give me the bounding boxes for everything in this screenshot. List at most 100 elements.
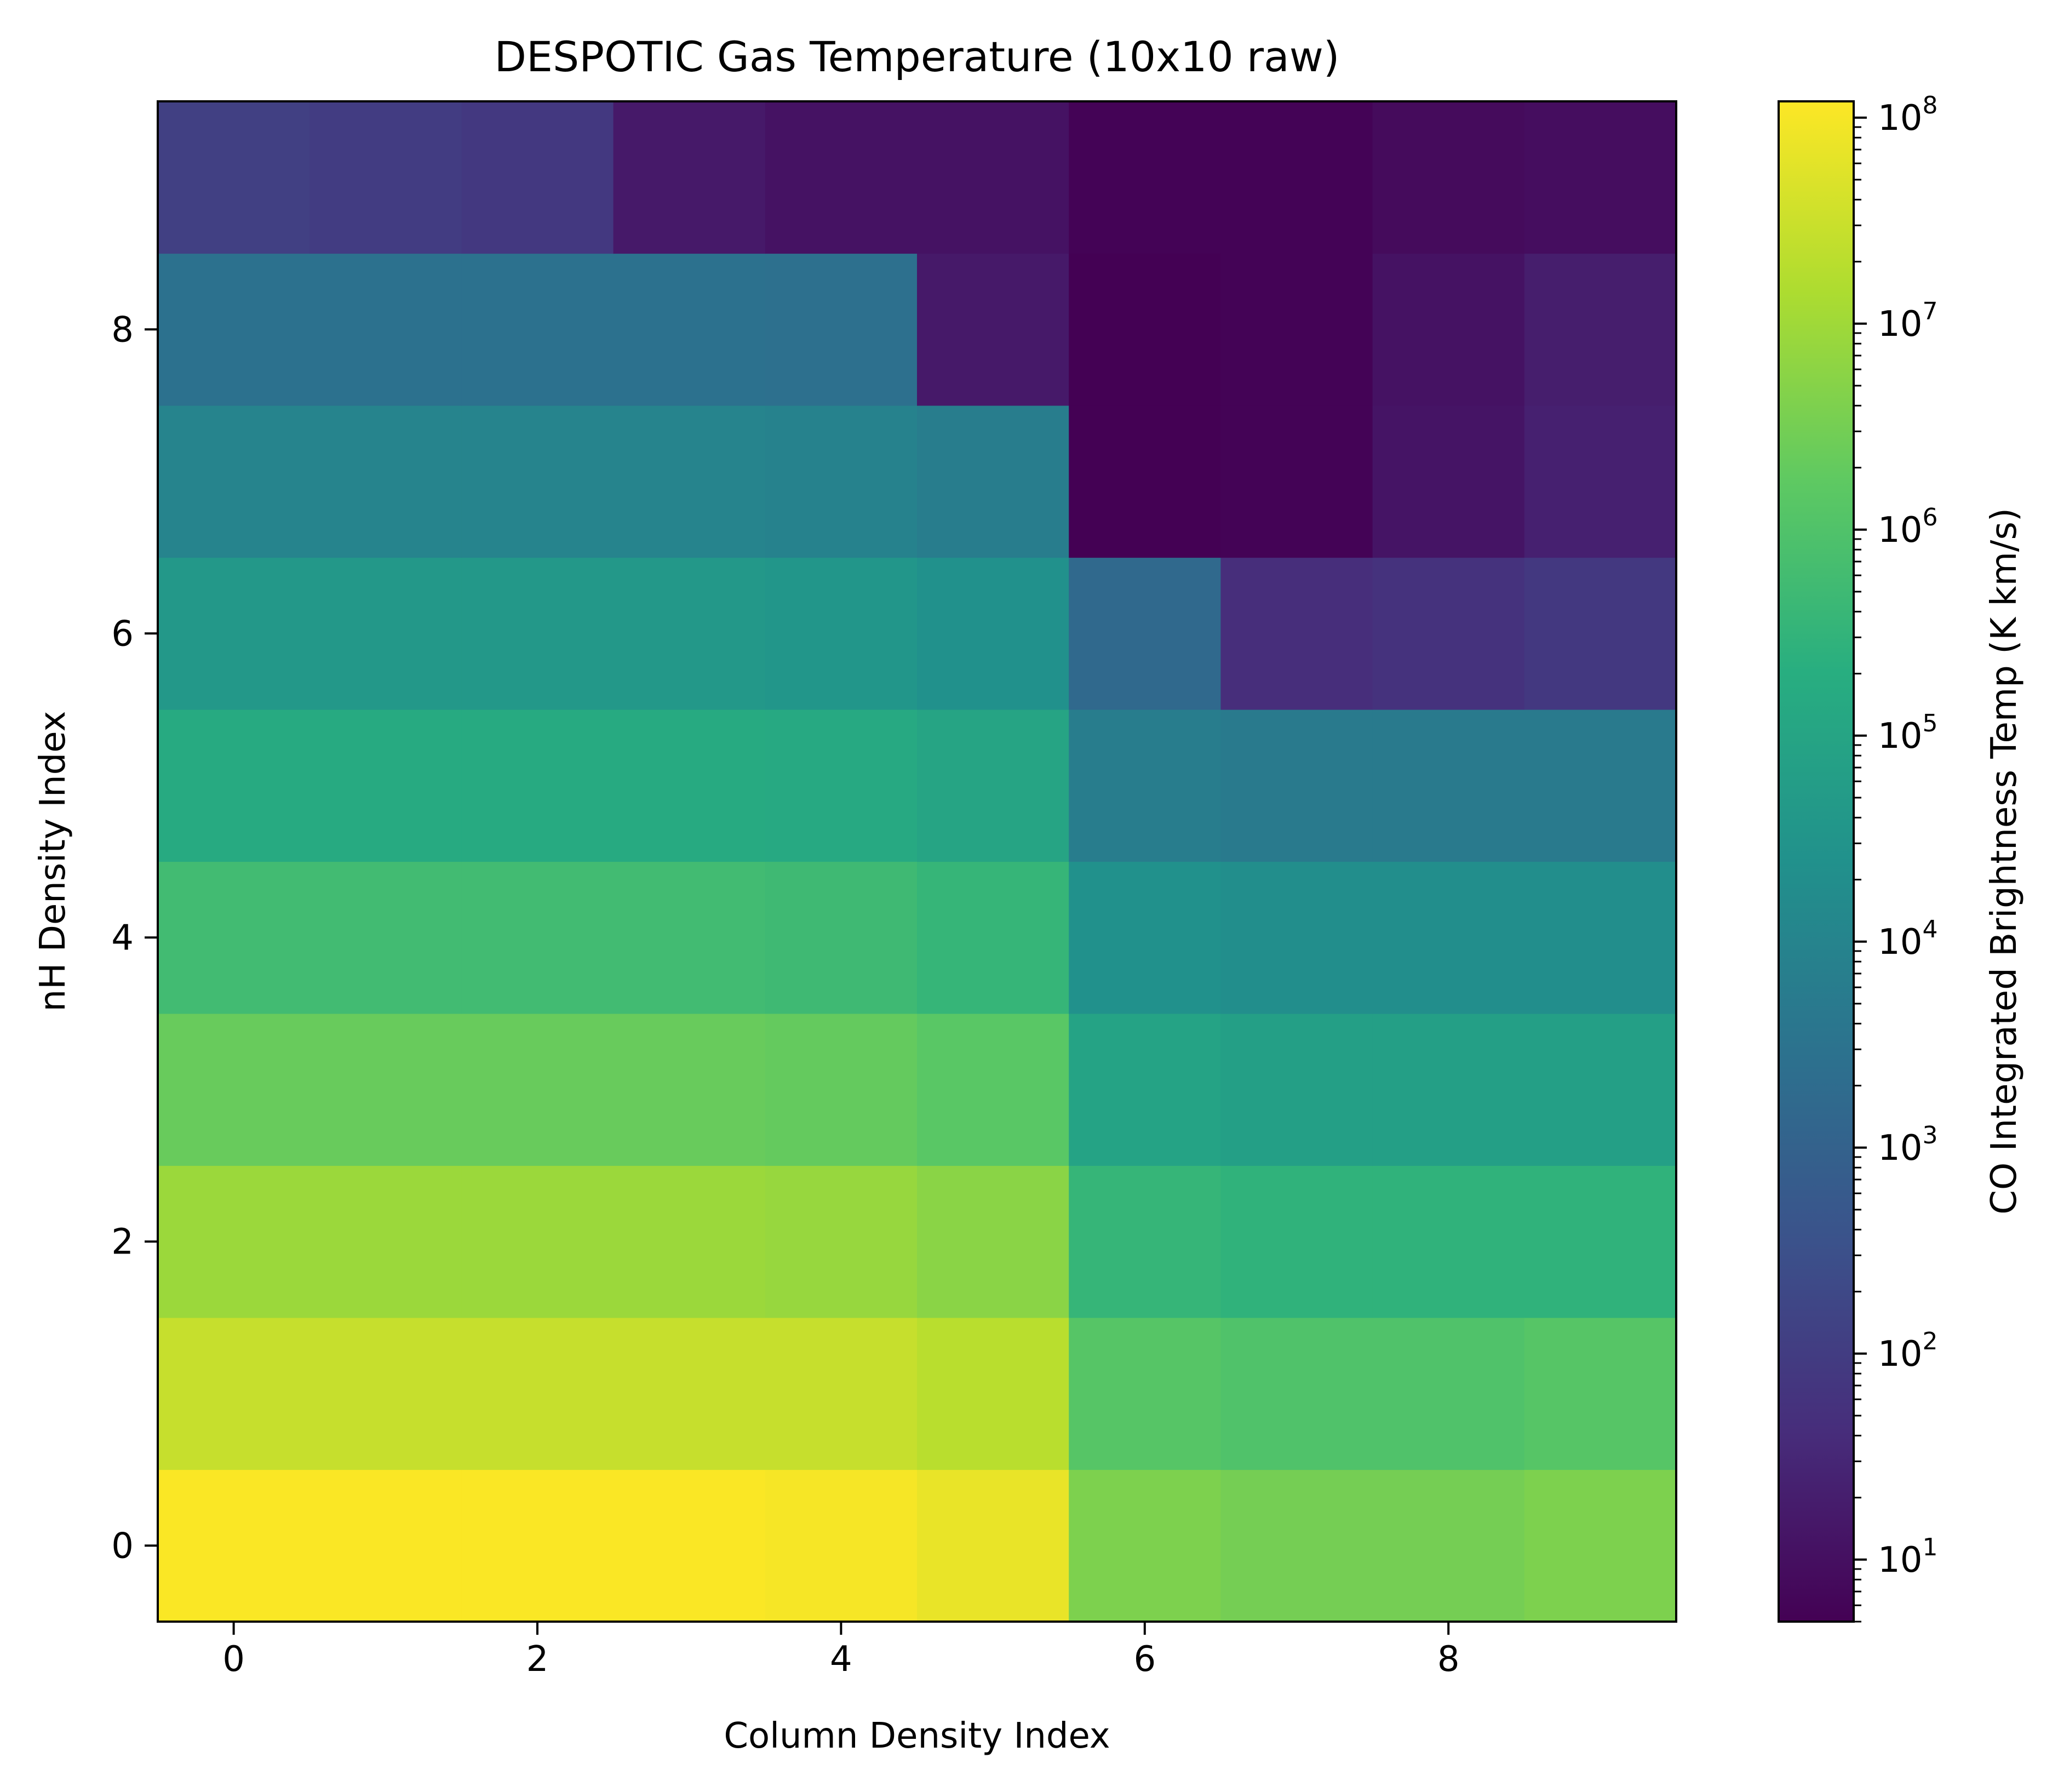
heatmap-cell: [1372, 253, 1525, 406]
heatmap-cell: [461, 405, 614, 558]
heatmap-cell: [461, 709, 614, 862]
x-tick-label: 2: [526, 1639, 549, 1680]
x-tick-label: 8: [1437, 1639, 1460, 1680]
heatmap-cell: [461, 861, 614, 1014]
heatmap-cell: [461, 1165, 614, 1318]
heatmap-cell: [1069, 405, 1221, 558]
heatmap-cell: [461, 1318, 614, 1470]
heatmap-cell: [158, 1014, 310, 1166]
heatmap-cell: [613, 1318, 766, 1470]
heatmap-cell: [1524, 1165, 1677, 1318]
heatmap-cell: [1524, 709, 1677, 862]
heatmap-cell: [1524, 1014, 1677, 1166]
heatmap-cell: [1524, 405, 1677, 558]
heatmap-cell: [613, 405, 766, 558]
heatmap-cell: [1220, 1469, 1373, 1622]
heatmap-cell: [765, 709, 918, 862]
heatmap-cell: [765, 101, 918, 254]
colorbar-frame: [1778, 100, 1855, 1623]
x-tick-label: 6: [1133, 1639, 1156, 1680]
x-axis-label: Column Density Index: [724, 1716, 1110, 1756]
heatmap-cell: [309, 1165, 462, 1318]
heatmap-cell: [613, 101, 766, 254]
heatmap-cell: [613, 1165, 766, 1318]
heatmap-cell: [765, 1014, 918, 1166]
heatmap-cell: [1372, 557, 1525, 710]
heatmap-cell: [1220, 405, 1373, 558]
heatmap-cells: [158, 101, 1677, 1622]
heatmap-cell: [1220, 1165, 1373, 1318]
heatmap-cell: [765, 253, 918, 406]
heatmap-cell: [461, 1014, 614, 1166]
heatmap-cell: [1069, 709, 1221, 862]
heatmap-cell: [158, 1165, 310, 1318]
heatmap-cell: [1069, 557, 1221, 710]
heatmap-cell: [613, 557, 766, 710]
colorbar-tick-label: 107: [1878, 297, 1937, 345]
x-axis-ticks: 0 2 4 6 8: [222, 1622, 1460, 1680]
y-tick-label: 6: [111, 614, 134, 654]
heatmap-cell: [1069, 1165, 1221, 1318]
colorbar-tick-label: 108: [1878, 91, 1937, 139]
heatmap-cell: [917, 861, 1069, 1014]
heatmap-cell: [309, 405, 462, 558]
heatmap-cell: [1069, 101, 1221, 254]
heatmap-cell: [1372, 861, 1525, 1014]
heatmap-cell: [309, 557, 462, 710]
heatmap-cell: [917, 1014, 1069, 1166]
colorbar-tick-label: 105: [1878, 709, 1937, 757]
heatmap-cell: [158, 709, 310, 862]
heatmap-cell: [309, 1318, 462, 1470]
heatmap-cell: [765, 557, 918, 710]
heatmap-cell: [917, 1318, 1069, 1470]
heatmap-cell: [765, 405, 918, 558]
y-tick-label: 4: [111, 918, 134, 958]
heatmap-cell: [917, 1469, 1069, 1622]
heatmap-cell: [1524, 253, 1677, 406]
colorbar-tick-label: 103: [1878, 1121, 1937, 1169]
y-tick-label: 0: [111, 1526, 134, 1566]
heatmap-cell: [1524, 861, 1677, 1014]
heatmap-cell: [461, 557, 614, 710]
heatmap-cell: [461, 1469, 614, 1622]
heatmap-cell: [1220, 557, 1373, 710]
heatmap-cell: [158, 101, 310, 254]
plot-frame: [157, 100, 1677, 1623]
heatmap-cell: [158, 861, 310, 1014]
heatmap-cell: [1220, 861, 1373, 1014]
chart-title: DESPOTIC Gas Temperature (10x10 raw): [494, 32, 1339, 81]
heatmap-cell: [917, 101, 1069, 254]
heatmap-cell: [765, 1469, 918, 1622]
colorbar-minor-ticks: [1854, 126, 1861, 1623]
heatmap-cell: [765, 1165, 918, 1318]
heatmap-cell: [1524, 1469, 1677, 1622]
heatmap-cell: [309, 101, 462, 254]
heatmap-cell: [1524, 101, 1677, 254]
colorbar-tick-label: 106: [1878, 503, 1937, 551]
heatmap-cell: [1372, 1318, 1525, 1470]
heatmap-cell: [1372, 1014, 1525, 1166]
heatmap-cell: [309, 861, 462, 1014]
heatmap-cell: [1524, 1318, 1677, 1470]
heatmap-cell: [1220, 1014, 1373, 1166]
heatmap-cell: [309, 709, 462, 862]
heatmap-cell: [917, 1165, 1069, 1318]
x-tick-label: 0: [222, 1639, 245, 1680]
colorbar: [1779, 101, 1854, 1622]
heatmap-cell: [917, 253, 1069, 406]
heatmap-cell: [158, 557, 310, 710]
heatmap-cell: [1524, 557, 1677, 710]
heatmap-cell: [1069, 1318, 1221, 1470]
heatmap-cell: [917, 405, 1069, 558]
heatmap-cell: [1220, 253, 1373, 406]
heatmap-cell: [158, 405, 310, 558]
heatmap-cell: [1069, 253, 1221, 406]
heatmap-cell: [765, 1318, 918, 1470]
heatmap-cell: [1069, 1469, 1221, 1622]
y-axis-label: nH Density Index: [33, 711, 73, 1012]
x-tick-label: 4: [830, 1639, 852, 1680]
heatmap-cell: [917, 709, 1069, 862]
heatmap-cell: [765, 861, 918, 1014]
heatmap-cell: [1069, 861, 1221, 1014]
